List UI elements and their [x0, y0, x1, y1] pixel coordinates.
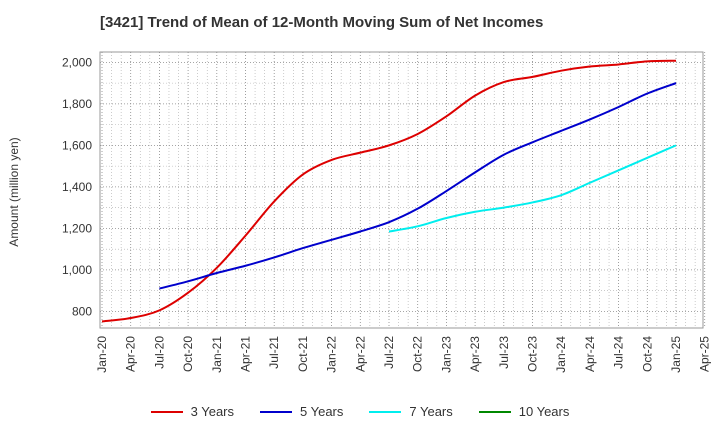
y-tick-label: 1,000 — [62, 263, 92, 277]
series-line-5-years — [159, 82, 677, 290]
x-tick-label: Oct-24 — [640, 336, 654, 372]
x-tick-label: Jan-25 — [669, 336, 683, 373]
legend: 3 Years 5 Years 7 Years 10 Years — [0, 404, 720, 419]
x-tick-label: Jan-21 — [210, 336, 224, 373]
x-tick-label: Apr-24 — [583, 336, 597, 372]
x-tick-label: Apr-20 — [124, 336, 138, 372]
x-tick-label: Jul-24 — [612, 336, 626, 369]
axes: 800 1,000 1,200 1,400 1,600 1,800 2,000 Jan-20 A… — [62, 55, 712, 372]
series-line-7-years — [388, 144, 677, 233]
legend-label: 3 Years — [190, 404, 234, 419]
legend-swatch — [369, 410, 402, 413]
x-tick-label: Jan-23 — [439, 336, 453, 373]
y-tick-label: 2,000 — [62, 55, 92, 69]
legend-swatch — [478, 410, 511, 413]
legend-item: 5 Years — [260, 404, 343, 419]
y-tick-label: 1,800 — [62, 97, 92, 111]
x-tick-label: Jul-21 — [267, 336, 281, 369]
grid-lines — [100, 52, 706, 328]
x-tick-label: Jul-23 — [497, 336, 511, 369]
chart-title: [3421] Trend of Mean of 12-Month Moving … — [100, 14, 544, 31]
x-tick-label: Jul-22 — [382, 336, 396, 369]
y-tick-label: 800 — [72, 304, 92, 318]
legend-item: 3 Years — [150, 404, 234, 419]
y-tick-label: 1,600 — [62, 138, 92, 152]
legend-item: 7 Years — [369, 404, 453, 419]
x-tick-label: Apr-22 — [353, 336, 367, 372]
legend-swatch — [150, 410, 183, 413]
y-tick-label: 1,200 — [62, 221, 92, 235]
y-axis-label: Amount (million yen) — [7, 137, 21, 246]
x-tick-label: Jan-22 — [325, 336, 339, 373]
x-tick-label: Oct-21 — [296, 336, 310, 372]
x-tick-label: Oct-22 — [411, 336, 425, 372]
x-tick-label: Jan-24 — [554, 336, 568, 373]
x-tick-label: Apr-21 — [239, 336, 253, 372]
plot-area — [99, 51, 704, 329]
legend-label: 10 Years — [518, 404, 570, 419]
x-tick-label: Apr-25 — [698, 336, 712, 372]
x-tick-label: Oct-20 — [181, 336, 195, 372]
legend-swatch — [260, 410, 292, 413]
x-tick-label: Oct-23 — [526, 336, 540, 372]
legend-item: 10 Years — [478, 404, 570, 419]
x-tick-label: Apr-23 — [468, 336, 482, 372]
x-tick-label: Jan-20 — [95, 336, 109, 373]
y-tick-label: 1,400 — [62, 180, 92, 194]
series-line-3-years — [101, 59, 677, 323]
legend-label: 7 Years — [409, 404, 453, 419]
legend-label: 5 Years — [300, 404, 344, 419]
x-tick-label: Jul-20 — [152, 336, 166, 369]
series-lines — [101, 59, 677, 323]
